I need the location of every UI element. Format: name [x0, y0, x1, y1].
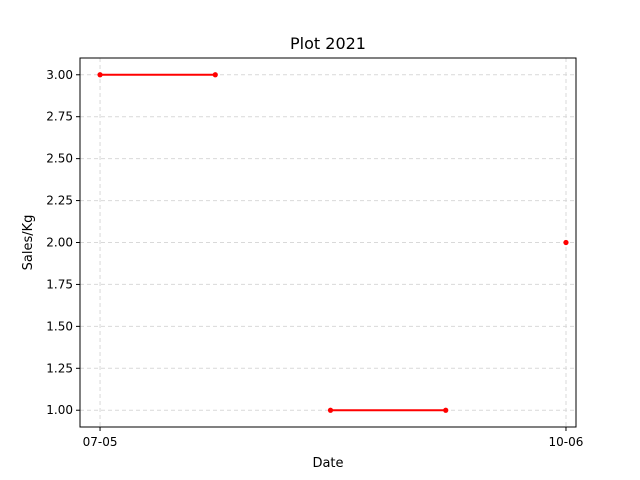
data-point [97, 72, 103, 78]
data-point [563, 239, 569, 246]
y-tick-label: 2.50 [46, 152, 73, 166]
y-tick-label: 3.00 [46, 68, 73, 82]
y-tick-label: 2.00 [46, 236, 73, 250]
ticks: 1.00 1.25 1.50 1.75 2.00 2.25 2.50 2.75 3.00 07-0… [46, 68, 583, 449]
y-tick-label: 1.25 [46, 361, 73, 375]
y-tick-label: 2.75 [46, 110, 73, 124]
data-point [327, 407, 334, 413]
y-tick-label: 1.00 [46, 403, 73, 417]
data-point [212, 72, 218, 78]
y-tick-label: 1.75 [46, 277, 73, 291]
y-tick-label: 2.25 [46, 194, 73, 208]
x-tick-label: 10-06 [549, 435, 584, 449]
data-series [97, 72, 569, 413]
x-axis-label: Date [312, 456, 343, 471]
x-tick-label: 07-05 [83, 435, 118, 449]
data-point [443, 407, 449, 413]
chart-title: Plot 2021 [290, 34, 366, 53]
y-tick-label: 1.50 [46, 319, 73, 333]
y-axis-label: Sales/Kg [21, 215, 36, 271]
